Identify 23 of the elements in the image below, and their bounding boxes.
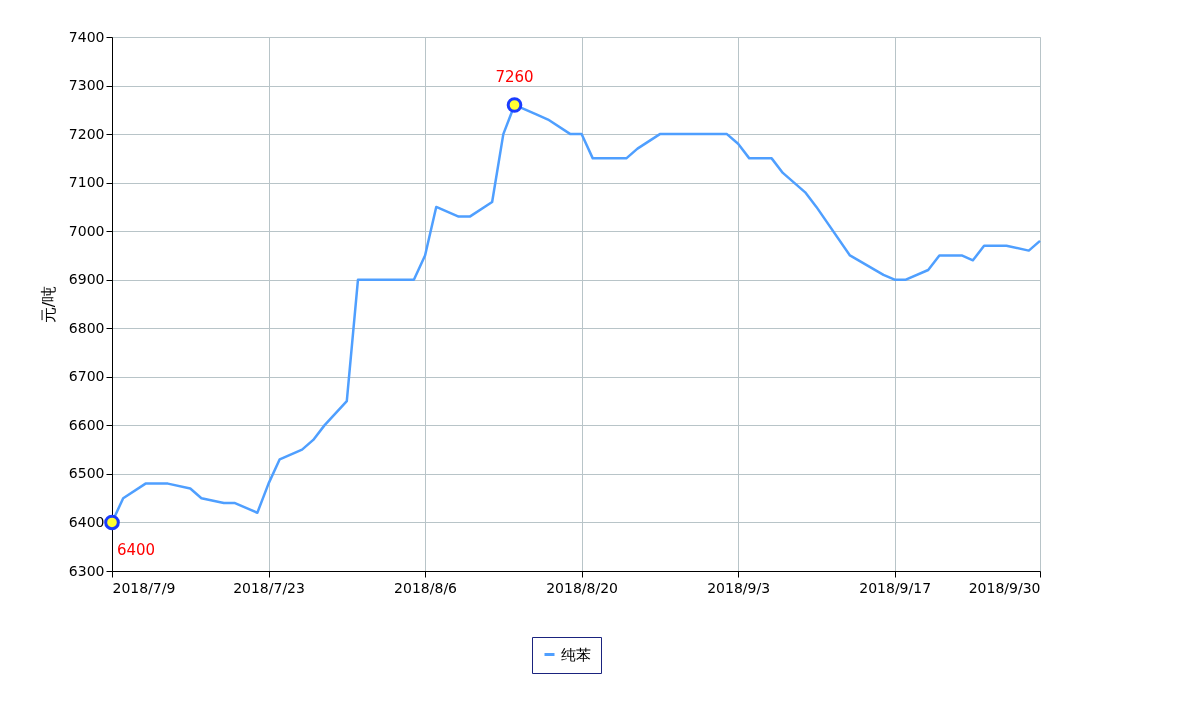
y-tick-label: 7000: [68, 222, 105, 239]
x-tick-label: 2018/7/23: [233, 579, 305, 596]
y-tick-label: 6700: [68, 368, 105, 385]
y-tick-label: 7100: [68, 174, 105, 191]
x-tick-label: 2018/8/20: [546, 579, 618, 596]
x-tick-label: 2018/9/30: [968, 579, 1041, 596]
x-tick-label: 2018/8/6: [394, 579, 458, 596]
x-tick-label: 2018/9/17: [859, 579, 932, 596]
y-tick-label: 7200: [68, 125, 105, 142]
y-tick-label: 7400: [68, 28, 105, 45]
y-tick-label: 6900: [68, 271, 105, 288]
y-tick-label: 6300: [68, 562, 105, 579]
y-tick-label: 6500: [68, 465, 105, 482]
x-tick-label: 2018/7/9: [112, 579, 176, 596]
legend-label: 纯苯: [561, 645, 591, 664]
y-tick-label: 6600: [68, 416, 105, 433]
annotation: 6400: [116, 541, 156, 560]
y-tick-label: 7300: [68, 77, 105, 94]
x-tick-label: 2018/9/3: [707, 579, 771, 596]
y-tick-label: 6400: [68, 513, 105, 530]
y-tick-label: 6800: [68, 319, 105, 336]
annotation: 7260: [495, 67, 534, 86]
y-axis-title: 元/吨: [38, 285, 58, 324]
